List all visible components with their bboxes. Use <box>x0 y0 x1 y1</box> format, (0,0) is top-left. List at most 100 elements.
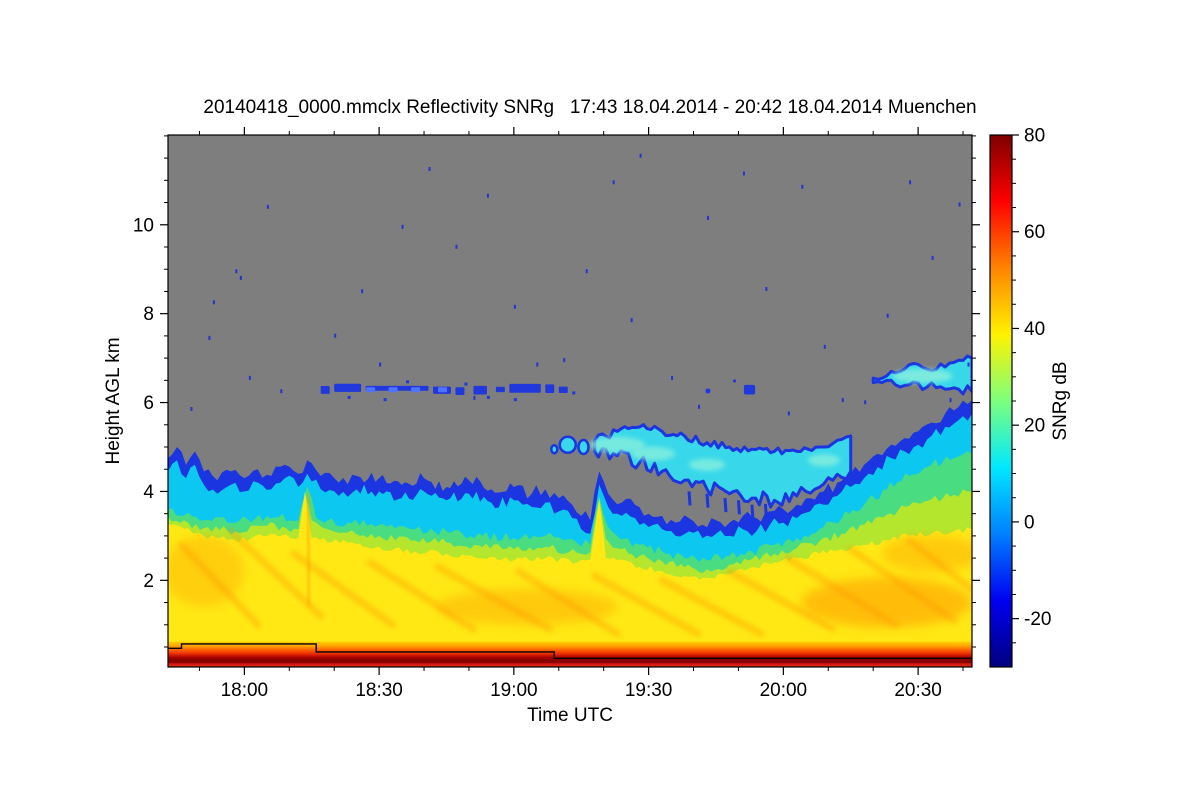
colorbar-tick-label: 0 <box>1024 512 1035 533</box>
echo-yellow-band <box>168 491 972 667</box>
blue-blob <box>743 384 756 395</box>
blue-blob <box>732 379 737 383</box>
blue-dot <box>464 382 468 386</box>
blue-dot <box>572 391 576 395</box>
orange-fall-streak <box>303 492 313 607</box>
colorbar-tick-label: 60 <box>1024 222 1045 243</box>
noise-speck <box>698 404 701 409</box>
virga-streak <box>763 503 768 518</box>
noise-speck <box>765 287 768 291</box>
y-tick-label: 10 <box>133 215 154 236</box>
virga-streak <box>723 498 728 513</box>
colorbar: 80 60 40 20 0 -20 <box>989 126 1051 668</box>
y-axis-label: Height AGL km <box>103 337 124 464</box>
noise-speck <box>612 180 615 185</box>
y-tick-label: 8 <box>143 304 154 325</box>
surface-step-line <box>168 643 972 659</box>
orange-fall-streak <box>784 554 900 629</box>
cloud-blob <box>550 443 559 455</box>
high-streak-bright-core <box>892 368 953 383</box>
noise-speck <box>212 300 215 305</box>
noise-speck <box>886 313 889 318</box>
orange-fall-streak <box>514 567 621 638</box>
noise-speck <box>864 400 867 405</box>
y-tick-label: 4 <box>143 482 154 503</box>
x-tick-label: 19:30 <box>625 680 673 701</box>
orange-fall-streak <box>905 536 972 593</box>
noise-speck <box>630 318 633 323</box>
cloud-blob <box>558 435 578 455</box>
noise-speck <box>280 389 283 394</box>
x-tick-label: 20:00 <box>760 680 808 701</box>
upper-band-bright-core <box>631 446 676 461</box>
orange-wash <box>437 589 618 625</box>
noise-speck <box>823 344 826 349</box>
orange-fall-streak <box>591 572 702 638</box>
x-tick-label: 18:30 <box>355 680 403 701</box>
mid-level-streak-bright-spot <box>388 387 398 393</box>
noise-speck <box>585 269 588 274</box>
orange-fall-streak <box>366 559 477 633</box>
x-tick-label: 20:30 <box>894 680 942 701</box>
noise-speck <box>742 171 745 176</box>
colorbar-tick-label: 40 <box>1024 319 1045 340</box>
noise-speck <box>801 184 804 189</box>
noise-speck <box>513 304 516 309</box>
noise-speck <box>473 395 476 400</box>
noise-speck <box>931 255 934 260</box>
mid-level-streak-segment <box>545 384 555 393</box>
mid-level-streak-bright-spot <box>437 387 447 393</box>
noise-speck <box>949 398 952 403</box>
x-axis-label: Time UTC <box>527 705 613 726</box>
plot-frame <box>167 134 973 668</box>
y-tick-label: 2 <box>143 571 154 592</box>
noise-speck <box>248 375 251 380</box>
x-tick-label: 19:00 <box>490 680 538 701</box>
noise-speck <box>841 398 844 403</box>
noise-speck <box>563 358 566 363</box>
upper-band-bright-core <box>589 436 646 453</box>
blue-dot <box>513 398 517 402</box>
orange-fall-streak <box>433 563 554 633</box>
colorbar-tick-label: 80 <box>1024 126 1045 147</box>
noise-speck <box>967 362 970 367</box>
orange-fall-streak <box>658 576 765 638</box>
noise-speck <box>909 180 912 185</box>
noise-speck <box>787 411 790 416</box>
plot-axes: 18:00 18:30 19:00 19:30 20:00 20:30 2 4 6 8 10 <box>133 127 980 701</box>
mid-level-streak-bright-spot <box>411 387 421 393</box>
blue-dot <box>406 380 410 384</box>
surface-echo-band <box>168 641 972 667</box>
noise-speck <box>455 244 458 249</box>
y-tick-label: 6 <box>143 393 154 414</box>
colorbar-gradient <box>990 135 1012 667</box>
mid-level-streak-segment <box>558 386 568 394</box>
colorbar-tick-label: -20 <box>1024 609 1051 630</box>
orange-fall-streak <box>847 545 958 624</box>
noise-speck <box>671 375 674 380</box>
noise-speck <box>958 202 961 207</box>
x-tick-label: 18:00 <box>221 680 269 701</box>
upper-band-bright-core <box>807 454 840 467</box>
colorbar-label: SNRg dB <box>1050 361 1071 440</box>
noise-speck <box>706 215 709 220</box>
noise-speck <box>334 333 337 338</box>
orange-fall-streak <box>227 527 325 620</box>
blue-blob <box>705 388 711 394</box>
mid-level-streak-segment <box>320 385 330 394</box>
colorbar-tick-label: 20 <box>1024 416 1045 437</box>
mid-level-streak-segment <box>495 386 505 393</box>
plot-title: 20140418_0000.mmclx Reflectivity SNRg 17… <box>203 97 976 118</box>
cloud-blob <box>577 438 590 456</box>
noise-speck <box>486 193 489 198</box>
noise-speck <box>401 224 404 229</box>
blue-dot <box>486 395 490 399</box>
virga-streak <box>687 491 692 506</box>
noise-speck <box>239 275 242 280</box>
mid-level-streak-bright-spot <box>366 387 376 393</box>
noise-speck <box>266 204 269 209</box>
blue-dot <box>383 398 387 402</box>
noise-speck <box>428 167 431 171</box>
